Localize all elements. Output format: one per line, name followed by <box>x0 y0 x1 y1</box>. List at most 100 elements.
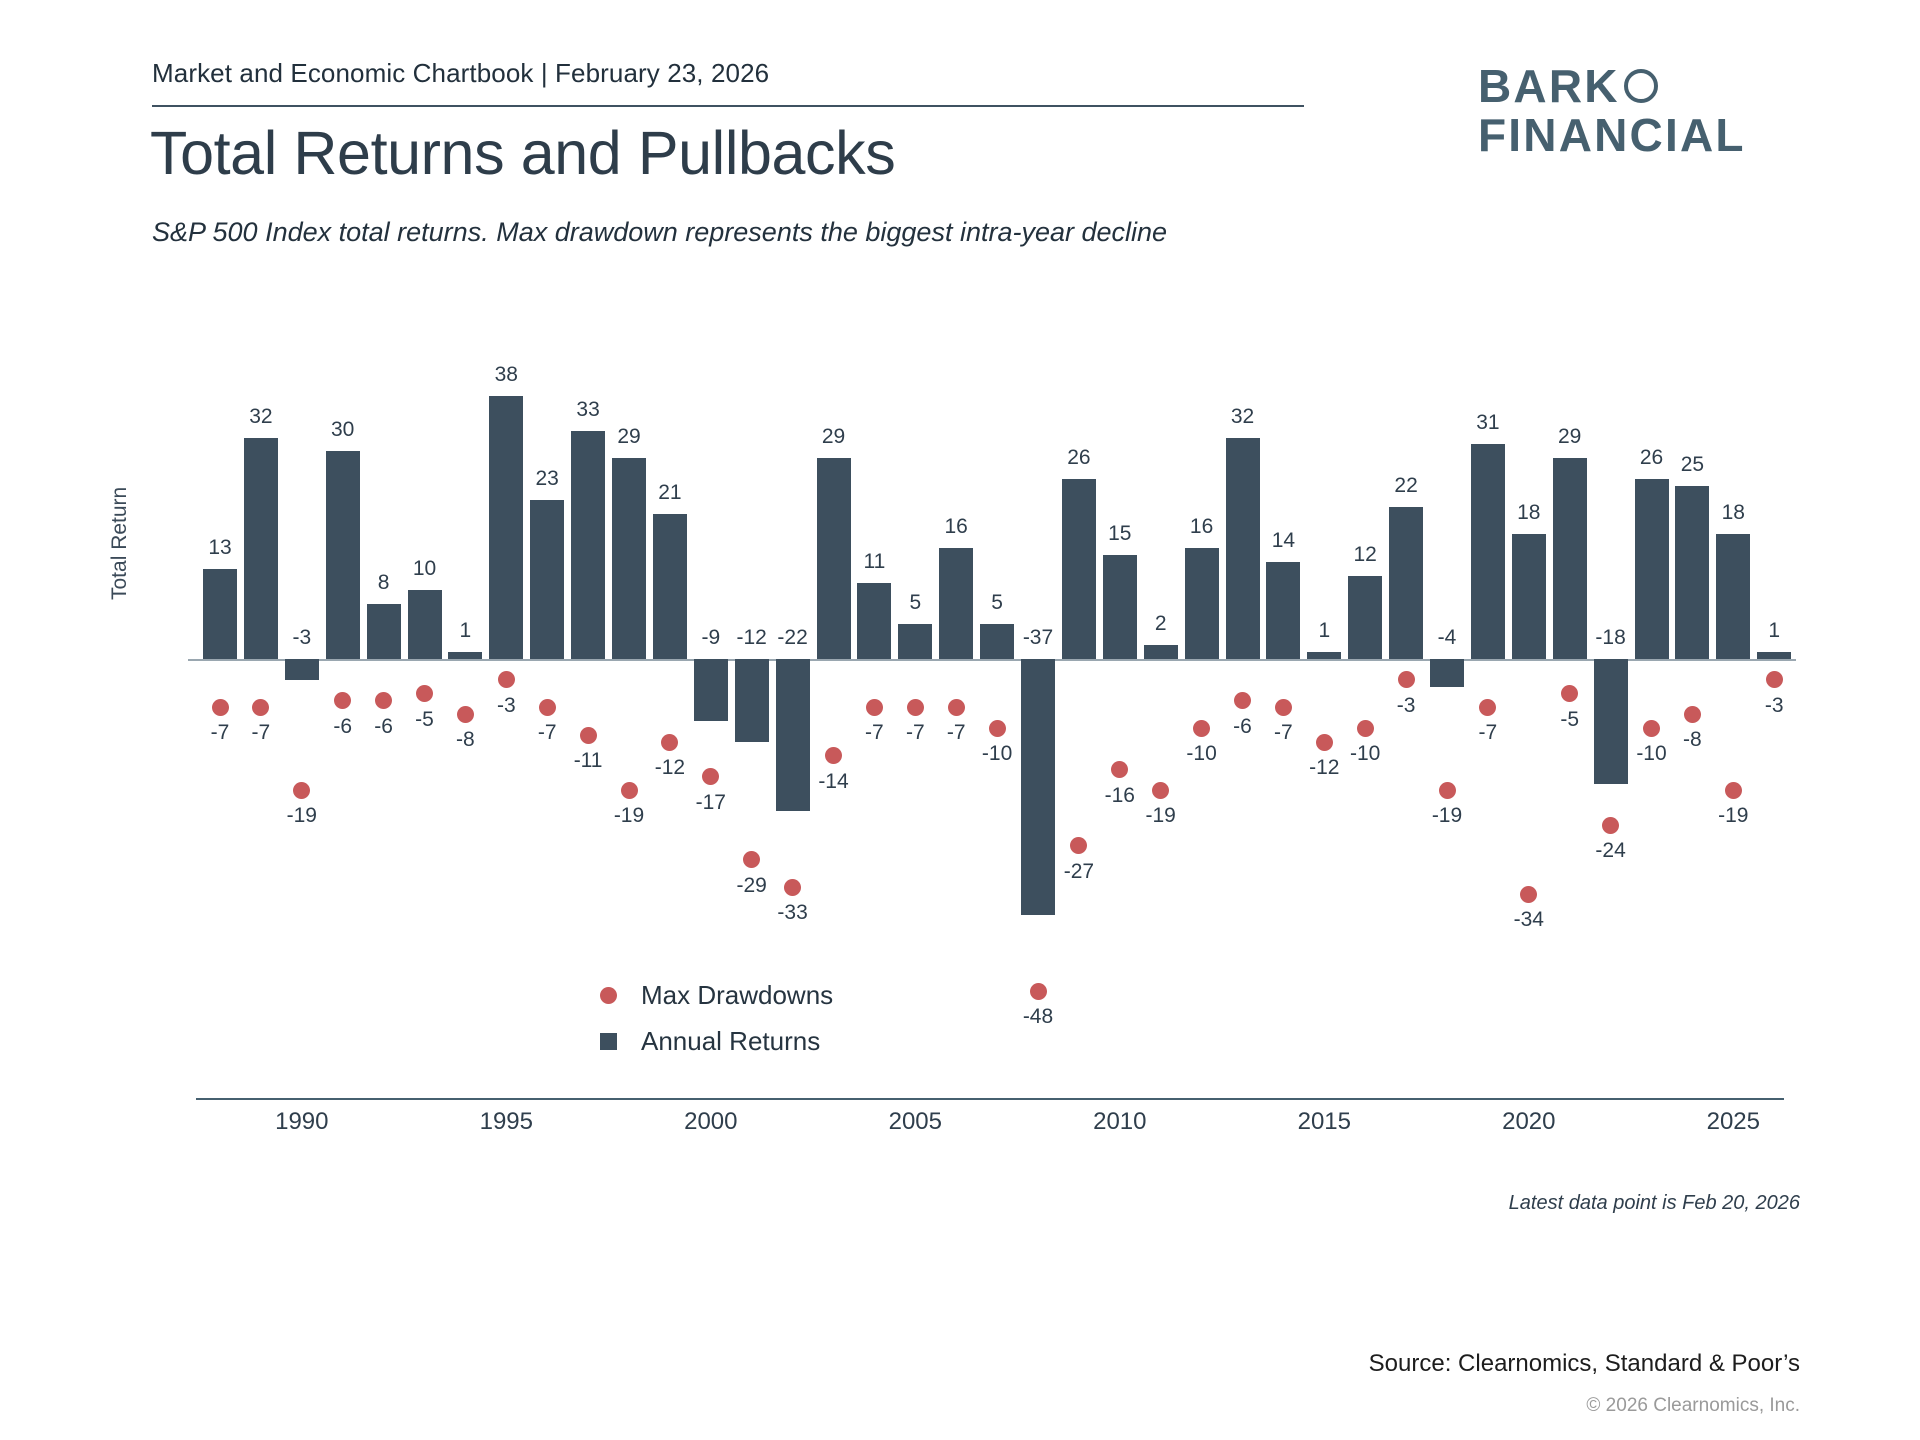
bar-value-2003: 29 <box>821 425 846 449</box>
x-tick-2010: 2010 <box>1093 1108 1147 1135</box>
drawdown-value-2010: -16 <box>1104 783 1135 807</box>
drawdown-value-2025: -19 <box>1718 804 1749 828</box>
drawdown-dot-1991 <box>334 692 352 710</box>
bar-1990 <box>284 659 319 680</box>
bar-2026 <box>1757 652 1792 659</box>
bar-1994 <box>448 652 483 659</box>
bar-value-1995: 38 <box>494 363 518 387</box>
bar-value-2025: 18 <box>1721 501 1745 525</box>
x-tick-1995: 1995 <box>479 1108 533 1135</box>
bar-value-2008: -37 <box>1022 626 1054 649</box>
drawdown-dot-1999 <box>661 733 679 751</box>
drawdown-dot-2010 <box>1111 761 1129 779</box>
x-tick-2000: 2000 <box>684 1108 738 1135</box>
bar-value-2001: -12 <box>736 626 767 649</box>
drawdown-value-2009: -27 <box>1063 859 1095 883</box>
drawdown-value-2001: -29 <box>736 873 767 897</box>
bar-value-2007: 5 <box>991 591 1003 615</box>
bar-2022 <box>1593 659 1628 784</box>
drawdown-value-1990: -19 <box>286 804 317 828</box>
bar-value-1988: 13 <box>208 536 232 560</box>
bar-value-1989: 32 <box>249 404 273 428</box>
drawdown-dot-2018 <box>1438 781 1456 799</box>
drawdown-value-2022: -24 <box>1595 839 1626 863</box>
bar-2001 <box>734 659 769 743</box>
drawdown-dot-2001 <box>743 851 761 869</box>
drawdown-value-2003: -14 <box>818 769 849 793</box>
source-note: Source: Clearnomics, Standard & Poor’s <box>1368 1350 1800 1377</box>
bar-2006 <box>939 548 974 659</box>
drawdown-value-2026: -3 <box>1764 693 1784 717</box>
bar-2016 <box>1348 575 1383 659</box>
bar-1995 <box>489 396 524 659</box>
drawdown-value-2015: -12 <box>1309 756 1340 780</box>
drawdown-dot-1989 <box>252 698 270 716</box>
x-tick-2020: 2020 <box>1502 1108 1556 1135</box>
bar-value-2005: 5 <box>909 591 922 615</box>
bar-2019 <box>1470 444 1505 659</box>
drawdown-value-2011: -19 <box>1145 804 1176 828</box>
drawdown-dot-2004 <box>865 698 883 716</box>
bar-2009 <box>1061 479 1096 659</box>
legend-label-drawdowns: Max Drawdowns <box>641 979 834 1010</box>
bar-2023 <box>1634 479 1669 659</box>
drawdown-dot-2006 <box>947 698 965 716</box>
bar-value-2022: -18 <box>1595 626 1626 649</box>
bar-value-2026: 1 <box>1768 619 1781 643</box>
drawdown-value-2016: -10 <box>1350 742 1381 766</box>
bar-1996 <box>530 499 565 659</box>
drawdown-value-2017: -3 <box>1396 693 1416 717</box>
drawdown-dot-1992 <box>375 692 393 710</box>
zero-baseline <box>188 659 1796 661</box>
drawdown-dot-1988 <box>211 698 229 716</box>
drawdown-value-2004: -7 <box>865 721 884 745</box>
drawdown-value-1993: -5 <box>415 707 434 731</box>
drawdown-dot-2005 <box>906 698 924 716</box>
drawdown-value-2014: -7 <box>1274 721 1293 745</box>
drawdown-dot-2026 <box>1765 671 1783 689</box>
bar-2018 <box>1430 659 1464 687</box>
drawdown-dot-2007 <box>988 719 1006 737</box>
bar-2002 <box>775 659 810 812</box>
bar-2020 <box>1511 534 1546 659</box>
bar-value-1998: 29 <box>617 425 641 449</box>
logo-text-bark: BARK <box>1478 60 1620 112</box>
logo-ring-icon <box>1623 69 1658 104</box>
page-title: Total Returns and Pullbacks <box>150 119 896 187</box>
bar-value-1991: 30 <box>331 418 355 442</box>
bar-1991 <box>325 451 360 659</box>
legend-square-icon <box>600 1032 617 1050</box>
bar-2012 <box>1184 548 1219 659</box>
logo-line-2: FINANCIAL <box>1478 110 1746 160</box>
drawdown-dot-2022 <box>1602 816 1620 834</box>
logo-line-1: BARK <box>1478 62 1746 111</box>
bar-value-2014: 14 <box>1271 529 1296 553</box>
brand-logo: BARK FINANCIAL <box>1478 62 1746 160</box>
drawdown-value-2023: -10 <box>1636 742 1667 766</box>
drawdown-value-2005: -7 <box>905 721 925 745</box>
copyright-note: © 2026 Clearnomics, Inc. <box>1586 1395 1800 1416</box>
bar-value-1990: -3 <box>292 626 312 649</box>
drawdown-value-1992: -6 <box>374 714 393 738</box>
drawdown-dot-2016 <box>1356 719 1374 737</box>
bar-2024 <box>1675 486 1710 659</box>
drawdown-value-2006: -7 <box>946 721 966 745</box>
drawdown-value-2000: -17 <box>695 790 726 814</box>
bar-value-2013: 32 <box>1230 404 1255 428</box>
bar-value-2015: 1 <box>1318 619 1331 643</box>
bar-value-2021: 29 <box>1558 425 1582 449</box>
bar-1999 <box>652 513 687 659</box>
bar-value-2004: 11 <box>863 549 886 573</box>
bar-2025 <box>1716 534 1751 659</box>
bar-value-2020: 18 <box>1517 501 1541 525</box>
drawdown-value-1997: -11 <box>573 749 603 773</box>
bar-value-2018: -4 <box>1437 626 1457 649</box>
drawdown-dot-2015 <box>1315 733 1333 751</box>
drawdown-dot-2020 <box>1520 885 1538 903</box>
bar-value-2017: 22 <box>1394 473 1418 497</box>
drawdown-dot-2000 <box>702 768 720 786</box>
bar-2000 <box>693 659 728 722</box>
drawdown-value-1998: -19 <box>613 804 645 828</box>
legend-item-drawdowns: Max Drawdowns <box>600 972 833 1018</box>
drawdown-value-1994: -8 <box>456 728 475 752</box>
